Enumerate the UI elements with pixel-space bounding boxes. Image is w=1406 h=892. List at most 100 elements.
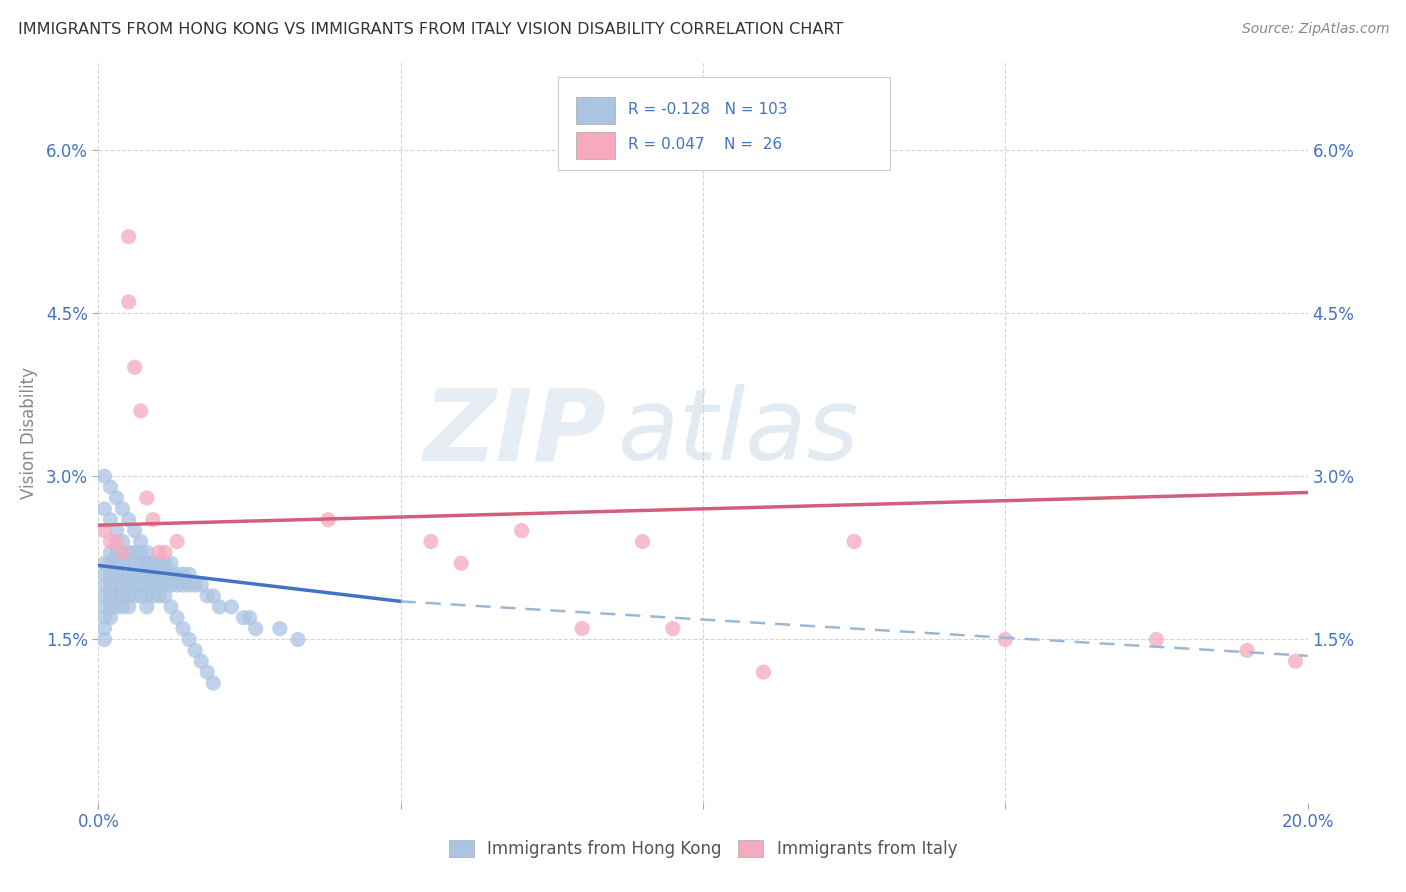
Point <box>172 567 194 582</box>
Point <box>510 524 533 538</box>
Point <box>100 567 122 582</box>
Point <box>105 556 128 570</box>
Point <box>172 578 194 592</box>
Point <box>179 567 201 582</box>
Point <box>160 599 183 614</box>
Point <box>166 578 188 592</box>
Point <box>135 589 157 603</box>
Point <box>100 610 122 624</box>
Point <box>105 534 128 549</box>
Point <box>100 545 122 559</box>
Point <box>118 295 141 310</box>
Text: R = -0.128   N = 103: R = -0.128 N = 103 <box>628 102 787 117</box>
Point <box>142 556 165 570</box>
Point <box>153 567 176 582</box>
Point <box>129 578 152 592</box>
Point <box>135 491 157 505</box>
Point <box>93 622 115 636</box>
Point <box>111 534 134 549</box>
Point <box>148 567 170 582</box>
Point <box>160 578 183 592</box>
Point <box>142 567 165 582</box>
Point <box>124 589 146 603</box>
Point <box>153 578 176 592</box>
Point <box>129 589 152 603</box>
Point <box>100 599 122 614</box>
Text: IMMIGRANTS FROM HONG KONG VS IMMIGRANTS FROM ITALY VISION DISABILITY CORRELATION: IMMIGRANTS FROM HONG KONG VS IMMIGRANTS … <box>18 22 844 37</box>
Point <box>100 513 122 527</box>
Point <box>111 545 134 559</box>
Point <box>105 599 128 614</box>
Point <box>93 567 115 582</box>
Point <box>93 610 115 624</box>
Bar <box>576 132 614 159</box>
Point <box>105 524 128 538</box>
Point <box>93 556 115 570</box>
Legend: Immigrants from Hong Kong, Immigrants from Italy: Immigrants from Hong Kong, Immigrants fr… <box>441 833 965 865</box>
Point <box>100 534 122 549</box>
Point <box>166 534 188 549</box>
Point <box>195 589 218 603</box>
Point <box>135 545 157 559</box>
Point <box>142 578 165 592</box>
Point <box>142 589 165 603</box>
Point <box>93 599 115 614</box>
Text: Source: ZipAtlas.com: Source: ZipAtlas.com <box>1241 22 1389 37</box>
Point <box>245 622 267 636</box>
Point <box>166 610 188 624</box>
Point <box>153 545 176 559</box>
Point <box>994 632 1017 647</box>
Point <box>93 524 115 538</box>
Point <box>111 599 134 614</box>
Y-axis label: Vision Disability: Vision Disability <box>20 367 38 499</box>
Point <box>202 676 225 690</box>
Point <box>105 589 128 603</box>
Point <box>148 578 170 592</box>
Point <box>124 556 146 570</box>
Point <box>316 513 339 527</box>
Point <box>105 491 128 505</box>
Point <box>118 556 141 570</box>
Point <box>239 610 262 624</box>
Point <box>111 578 134 592</box>
Point <box>105 567 128 582</box>
Point <box>287 632 309 647</box>
Point <box>420 534 443 549</box>
Point <box>129 545 152 559</box>
Point <box>118 567 141 582</box>
Point <box>124 524 146 538</box>
Point <box>1284 654 1306 668</box>
Point <box>135 556 157 570</box>
FancyBboxPatch shape <box>558 78 890 169</box>
Point <box>100 589 122 603</box>
Point <box>844 534 866 549</box>
Point <box>100 578 122 592</box>
Point <box>190 578 212 592</box>
Point <box>148 545 170 559</box>
Point <box>661 622 683 636</box>
Point <box>208 599 231 614</box>
Point <box>184 643 207 657</box>
Point <box>142 513 165 527</box>
Point <box>1144 632 1167 647</box>
Point <box>179 632 201 647</box>
Point <box>111 556 134 570</box>
Point <box>100 480 122 494</box>
Point <box>124 578 146 592</box>
Point <box>124 360 146 375</box>
Point <box>135 578 157 592</box>
Point <box>148 589 170 603</box>
Point <box>93 632 115 647</box>
Point <box>129 556 152 570</box>
Point <box>111 567 134 582</box>
Point <box>631 534 654 549</box>
Point <box>148 578 170 592</box>
Point <box>93 501 115 516</box>
Point <box>129 567 152 582</box>
Point <box>450 556 472 570</box>
Point <box>195 665 218 680</box>
Point <box>118 599 141 614</box>
Point <box>111 501 134 516</box>
Point <box>571 622 593 636</box>
Point <box>124 545 146 559</box>
